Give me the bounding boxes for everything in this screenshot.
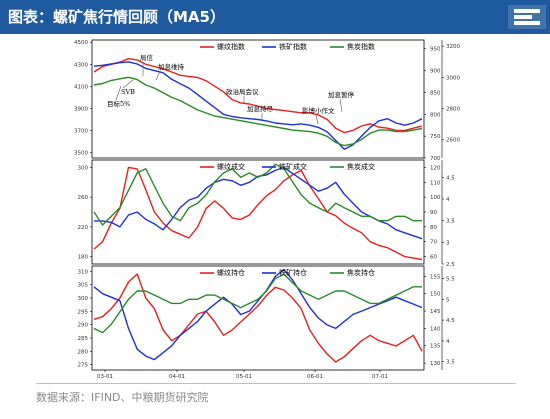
header-bar: 图表：螺矿焦行情回顾（MA5） [0, 0, 550, 34]
y-left-tick-label: 4300 [74, 62, 88, 68]
y-right2-tick-label: 5 [446, 297, 450, 303]
y-right2-tick-label: 4 [446, 197, 450, 203]
y-right2-tick-label: 2600 [446, 137, 460, 143]
y-left-tick-label: 300 [78, 165, 89, 171]
y-right1-tick-label: 60 [430, 255, 437, 261]
y-right2-tick-label: 4 [446, 339, 450, 345]
y-left-tick-label: 295 [78, 309, 89, 315]
y-left-tick-label: 180 [78, 255, 89, 261]
panel-frame-index [91, 39, 425, 159]
y-right1-tick-label: 800 [430, 112, 441, 118]
annotation-label: 目标5% [107, 99, 130, 108]
annotation-label: 局信 [140, 53, 154, 62]
legend-label: 螺纹指数 [217, 42, 245, 51]
data-source: 数据来源：IFIND、中粮期货研究院 [36, 391, 209, 404]
annotation-leader [315, 114, 319, 125]
y-right1-tick-label: 135 [430, 344, 441, 350]
y-right2-tick-label: 3200 [446, 44, 460, 50]
y-left-tick-label: 220 [78, 225, 89, 231]
y-right1-tick-label: 750 [430, 134, 441, 140]
y-left-tick-label: 4100 [74, 84, 88, 90]
annotation-label: 加息持尽 [247, 104, 274, 113]
y-right1-tick-label: 145 [430, 309, 441, 315]
logo-icon [508, 5, 546, 29]
x-tick-label: 04-01 [169, 374, 185, 380]
series-line-volume-1 [94, 166, 423, 240]
y-left-tick-label: 275 [78, 363, 89, 369]
series-line-volume-2 [93, 163, 422, 226]
x-tick-label: 06-01 [307, 374, 323, 380]
y-left-tick-label: 280 [78, 349, 89, 355]
y-left-tick-label: 305 [78, 283, 89, 289]
y-right2-tick-label: 3.5 [446, 219, 455, 225]
y-right1-tick-label: 100 [430, 195, 441, 201]
y-right1-tick-label: 70 [430, 240, 437, 246]
y-left-tick-label: 300 [78, 296, 89, 302]
y-left-tick-label: 4500 [74, 40, 88, 46]
legend-label: 螺纹成交 [217, 162, 245, 171]
y-right1-tick-label: 130 [430, 361, 441, 367]
y-right1-tick-label: 80 [430, 225, 437, 231]
y-left-tick-label: 260 [78, 195, 89, 201]
series-line-open_interest-0 [93, 273, 423, 363]
y-right2-tick-label: 4.5 [446, 318, 455, 324]
series-line-open_interest-1 [93, 268, 423, 361]
y-right2-tick-label: 3.5 [446, 360, 455, 366]
y-right2-tick-label: 5.5 [446, 276, 455, 282]
y-left-tick-label: 310 [78, 269, 89, 275]
x-tick-label: 05-01 [236, 374, 252, 380]
y-right2-tick-label: 3000 [446, 75, 460, 81]
series-line-open_interest-2 [93, 273, 422, 334]
y-right1-tick-label: 850 [430, 90, 441, 96]
y-right1-tick-label: 120 [430, 165, 441, 171]
annotation-label: 加息维持 [158, 62, 185, 71]
y-left-tick-label: 3500 [74, 150, 88, 156]
chart-area: 3500370039004100430045007007508008509009… [74, 39, 460, 380]
legend-label: 铁矿成交 [279, 162, 307, 171]
series-line-volume-0 [93, 166, 423, 261]
legend-label: 焦炭指数 [347, 42, 375, 51]
legend-label: 焦炭成交 [347, 162, 375, 171]
legend-label: 铁矿持仓 [279, 268, 307, 277]
annotation-leader [155, 70, 161, 81]
y-right1-tick-label: 900 [430, 69, 441, 75]
page-title: 图表：螺矿焦行情回顾（MA5） [8, 8, 225, 26]
series-line-index-2 [93, 76, 423, 147]
y-left-tick-label: 3700 [74, 128, 88, 134]
series-line-index-0 [93, 58, 423, 134]
footer-divider [36, 383, 516, 384]
legend-label: 螺纹持仓 [217, 268, 245, 277]
y-right1-tick-label: 140 [430, 326, 441, 332]
y-right1-tick-label: 150 [430, 292, 441, 298]
y-right2-tick-label: 2800 [446, 106, 460, 112]
y-right2-tick-label: 2.5 [446, 262, 455, 268]
x-tick-label: 07-01 [372, 374, 388, 380]
legend-label: 焦炭持仓 [347, 268, 375, 277]
y-right1-tick-label: 155 [430, 274, 441, 280]
y-left-tick-label: 285 [78, 336, 89, 342]
annotation-label: 加息暂停 [328, 90, 355, 99]
y-right1-tick-label: 950 [430, 47, 441, 53]
y-right1-tick-label: 90 [430, 210, 437, 216]
panel-frame-open_interest [91, 265, 425, 371]
annotation-label: 政治局会议 [226, 87, 259, 96]
y-right2-tick-label: 4.5 [446, 175, 455, 181]
annotation-leader [115, 85, 122, 101]
y-right2-tick-label: 3 [446, 240, 450, 246]
y-right1-tick-label: 110 [430, 180, 441, 186]
x-tick-label: 03-01 [97, 374, 113, 380]
legend-label: 铁矿指数 [279, 42, 307, 51]
y-right1-tick-label: 700 [430, 156, 441, 162]
annotation-leader [122, 79, 134, 89]
annotation-label: SVB [121, 88, 135, 96]
series-line-index-1 [93, 61, 423, 151]
annotation-label: 影博小作文 [302, 106, 335, 115]
annotation-leader [339, 98, 343, 113]
y-left-tick-label: 3900 [74, 106, 88, 112]
y-left-tick-label: 290 [78, 323, 89, 329]
